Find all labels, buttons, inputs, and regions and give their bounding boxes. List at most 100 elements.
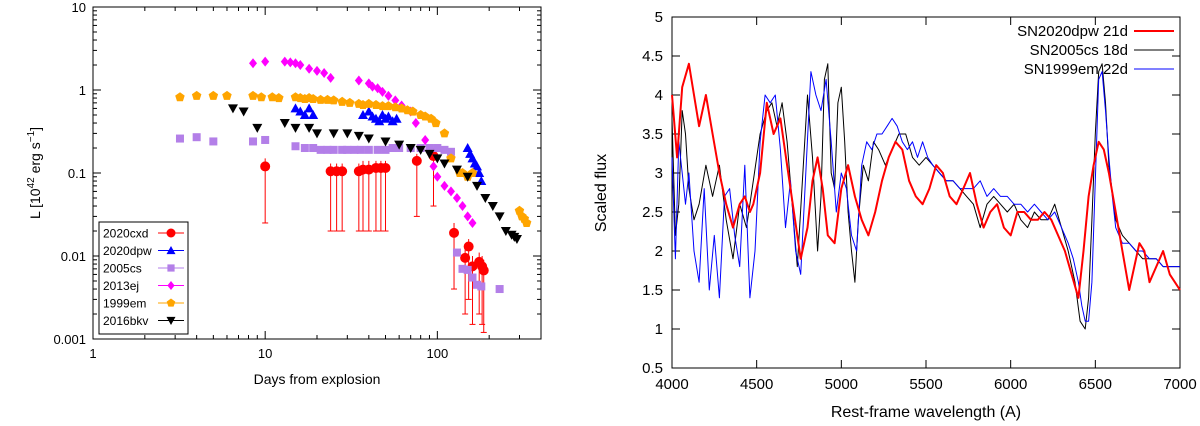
data-point — [474, 168, 485, 177]
right-x-tick-label: 5000 — [825, 376, 858, 393]
data-point — [353, 131, 364, 141]
right-legend: SN2020dpw 21d SN2005cs 18d SN1999em 22d — [1017, 23, 1174, 78]
data-point — [473, 280, 482, 289]
data-point — [408, 106, 418, 116]
right-x-tick-label: 4000 — [655, 376, 688, 393]
data-point — [452, 192, 461, 203]
right-y-tick-label: 3.5 — [642, 126, 663, 143]
data-point — [458, 201, 467, 212]
data-point — [458, 264, 467, 273]
data-point — [373, 145, 382, 154]
data-point — [260, 161, 271, 172]
left-x-tick-label: 10 — [258, 346, 272, 361]
left-legend-box — [98, 221, 189, 335]
data-point — [291, 142, 300, 151]
data-point — [338, 145, 347, 154]
data-point — [477, 282, 486, 291]
left-legend: 2020cxd 2020dpw 2005cs 2013ej 1999em 2016bkv — [98, 221, 189, 335]
data-point — [192, 133, 201, 142]
data-point — [337, 96, 347, 106]
legend-label: 2005cs — [103, 262, 142, 276]
data-point — [249, 137, 258, 146]
spectrum-panel: 4000 4500 5000 5500 6000 6500 7000 0.5 1 1.5 2 2.5 3… — [593, 9, 1197, 421]
data-point — [267, 92, 278, 102]
spectrum-SN1999em 22d — [671, 71, 1180, 322]
data-point — [521, 218, 532, 227]
data-point — [394, 140, 405, 150]
data-point — [290, 103, 301, 113]
left-y-tick-label: 0.001 — [53, 332, 86, 347]
series-2020cxd — [260, 148, 489, 333]
data-point — [343, 145, 352, 154]
data-point — [238, 107, 249, 117]
legend-label: SN2020dpw 21d — [1017, 23, 1128, 40]
data-point — [472, 161, 483, 171]
legend-marker — [166, 298, 176, 307]
data-point — [468, 273, 477, 282]
data-point — [305, 63, 314, 74]
left-series-layer — [175, 56, 532, 333]
data-point — [460, 252, 471, 263]
light-curve-panel: 1 10 100 0.001 0.01 0.1 1 10 Days from explosio… — [26, 0, 542, 387]
right-x-tick-label: 7000 — [1163, 376, 1196, 393]
data-point — [261, 56, 270, 67]
data-point — [308, 109, 319, 119]
data-point — [425, 144, 434, 153]
data-point — [261, 135, 270, 144]
data-point — [299, 109, 310, 119]
legend-label: 2013ej — [103, 279, 139, 293]
data-point — [295, 106, 306, 116]
data-point — [421, 134, 430, 145]
right-series-layer — [671, 62, 1181, 330]
series-2013ej — [249, 56, 477, 228]
data-point — [440, 145, 449, 154]
right-x-tick-label: 6000 — [994, 376, 1027, 393]
data-point — [388, 144, 397, 153]
data-point — [279, 119, 290, 129]
data-point — [433, 144, 442, 153]
series-2020dpw — [290, 103, 487, 186]
legend-marker — [166, 246, 176, 255]
legend-label: 2020cxd — [103, 227, 148, 241]
legend-label: SN1999em 22d — [1024, 61, 1128, 78]
legend-marker — [166, 228, 176, 238]
data-point — [440, 180, 449, 191]
right-x-axis-label: Rest-frame wavelength (A) — [831, 404, 1021, 421]
left-y-tick-label: 0.1 — [68, 166, 86, 181]
data-point — [304, 103, 315, 113]
data-point — [300, 144, 309, 153]
data-point — [304, 123, 315, 133]
data-point — [316, 145, 325, 154]
data-point — [424, 149, 435, 159]
data-point — [326, 72, 335, 83]
data-point — [248, 90, 258, 100]
data-point — [280, 56, 289, 67]
data-point — [337, 166, 348, 177]
right-y-tick-label: 1 — [655, 321, 663, 338]
data-point — [328, 129, 339, 139]
data-point — [387, 116, 398, 126]
left-ticks: 1 10 100 0.001 0.01 0.1 1 10 — [53, 0, 542, 361]
legend-label: 1999em — [103, 297, 146, 311]
data-point — [296, 60, 305, 71]
left-y-tick-label: 10 — [72, 0, 86, 15]
legend-label: 2020dpw — [103, 244, 152, 258]
data-point — [345, 97, 355, 107]
data-point — [357, 109, 368, 119]
data-point — [415, 145, 426, 155]
data-point — [439, 159, 450, 169]
series-2016bkv — [227, 104, 522, 245]
data-point — [208, 90, 219, 100]
legend-marker — [167, 264, 175, 272]
data-point — [439, 128, 450, 138]
data-point — [313, 65, 321, 76]
data-point — [478, 265, 489, 276]
data-point — [274, 93, 284, 103]
left-y-tick-label: 0.01 — [61, 249, 86, 264]
data-point — [191, 90, 202, 100]
data-point — [256, 92, 267, 102]
right-y-tick-label: 5 — [655, 9, 663, 26]
data-point — [342, 129, 353, 139]
right-y-tick-label: 0.5 — [642, 360, 663, 377]
data-point — [411, 155, 422, 166]
